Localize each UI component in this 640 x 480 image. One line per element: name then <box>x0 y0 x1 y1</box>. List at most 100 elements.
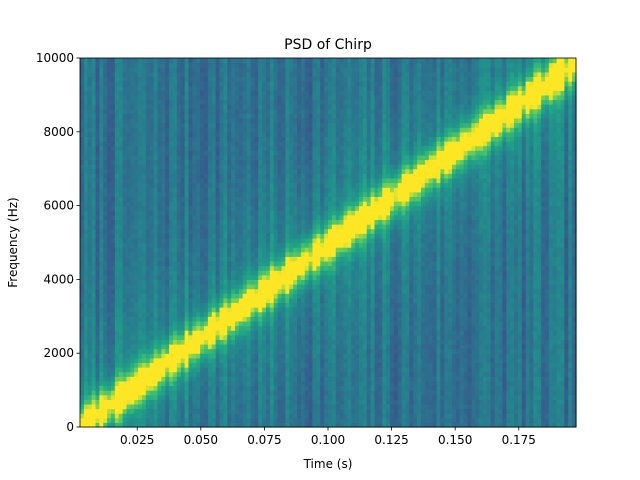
heatmap-cell <box>114 256 120 262</box>
heatmap-cell <box>192 357 197 364</box>
heatmap-cell <box>320 265 325 271</box>
heatmap-cell <box>250 127 255 133</box>
heatmap-cell <box>312 210 317 216</box>
heatmap-cell <box>118 150 124 156</box>
heatmap-cell <box>80 182 85 188</box>
heatmap-cell <box>242 67 248 73</box>
heatmap-cell <box>176 330 182 336</box>
heatmap-cell <box>153 417 159 423</box>
heatmap-cell <box>316 150 321 156</box>
heatmap-cell <box>300 367 306 373</box>
heatmap-cell <box>223 399 228 405</box>
heatmap-cell <box>134 403 139 410</box>
heatmap-cell <box>169 131 174 138</box>
heatmap-cell <box>111 233 116 239</box>
heatmap-cell <box>316 108 321 114</box>
heatmap-cell <box>262 233 267 239</box>
heatmap-cell <box>142 316 147 322</box>
heatmap-cell <box>103 62 108 68</box>
heatmap-cell <box>300 90 306 96</box>
heatmap-cell <box>145 316 151 322</box>
heatmap-cell <box>235 390 240 396</box>
heatmap-cell <box>188 219 193 225</box>
heatmap-cell <box>192 293 197 299</box>
heatmap-cell <box>308 113 314 119</box>
heatmap-cell <box>304 403 310 410</box>
heatmap-cell <box>242 339 248 345</box>
heatmap-cell <box>103 205 108 211</box>
heatmap-cell <box>184 127 190 133</box>
heatmap-cell <box>126 94 131 101</box>
heatmap-cell <box>269 385 275 391</box>
heatmap-cell <box>242 279 248 285</box>
heatmap-cell <box>227 417 232 423</box>
heatmap-cell <box>149 117 155 124</box>
heatmap-cell <box>107 85 112 91</box>
heatmap-cell <box>91 385 97 391</box>
heatmap-cell <box>254 422 259 428</box>
heatmap-cell <box>246 224 252 230</box>
heatmap-cell <box>312 330 317 336</box>
heatmap-cell <box>231 320 236 327</box>
heatmap-cell <box>145 334 151 340</box>
heatmap-cell <box>211 219 217 225</box>
heatmap-cell <box>262 99 267 105</box>
heatmap-cell <box>180 256 186 262</box>
heatmap-cell <box>215 279 221 285</box>
heatmap-cell <box>231 154 236 161</box>
heatmap-cell <box>304 145 310 151</box>
heatmap-cell <box>134 247 139 253</box>
heatmap-cell <box>316 81 321 87</box>
heatmap-cell <box>273 164 279 170</box>
heatmap-cell <box>242 90 248 96</box>
heatmap-cell <box>215 122 221 128</box>
heatmap-cell <box>114 279 120 285</box>
heatmap-cell <box>188 256 193 262</box>
heatmap-cell <box>300 219 306 225</box>
heatmap-cell <box>192 233 197 239</box>
heatmap-cell <box>207 196 213 202</box>
heatmap-cell <box>173 104 178 110</box>
heatmap-cell <box>285 362 290 368</box>
heatmap-cell <box>91 371 97 377</box>
heatmap-cell <box>250 320 255 327</box>
heatmap-cell <box>83 237 89 244</box>
heatmap-cell <box>238 196 244 202</box>
heatmap-cell <box>99 173 104 179</box>
heatmap-cell <box>304 71 310 78</box>
heatmap-cell <box>99 81 104 87</box>
heatmap-cell <box>134 173 139 179</box>
heatmap-cell <box>126 265 131 271</box>
heatmap-cell <box>304 316 310 322</box>
heatmap-cell <box>149 307 155 313</box>
heatmap-cell <box>204 288 209 294</box>
heatmap-cell <box>242 330 248 336</box>
heatmap-cell <box>149 376 155 382</box>
heatmap-cell <box>122 104 128 110</box>
heatmap-cell <box>138 394 143 400</box>
heatmap-cell <box>107 81 112 87</box>
heatmap-cell <box>204 150 209 156</box>
heatmap-cell <box>262 408 267 414</box>
heatmap-cell <box>277 316 283 322</box>
heatmap-cell <box>126 325 131 331</box>
heatmap-cell <box>134 94 139 101</box>
heatmap-cell <box>219 205 224 211</box>
heatmap-cell <box>87 307 93 313</box>
heatmap-cell <box>297 214 302 221</box>
heatmap-cell <box>238 408 244 414</box>
heatmap-cell <box>134 85 139 91</box>
heatmap-cell <box>126 380 131 387</box>
heatmap-cell <box>242 348 248 354</box>
heatmap-cell <box>223 173 228 179</box>
heatmap-cell <box>289 127 294 133</box>
heatmap-cell <box>204 94 209 101</box>
heatmap-cell <box>207 353 213 359</box>
heatmap-cell <box>188 284 193 290</box>
heatmap-cell <box>91 297 97 304</box>
heatmap-cell <box>211 408 217 414</box>
heatmap-cell <box>196 187 201 193</box>
heatmap-cell <box>277 251 283 257</box>
heatmap-cell <box>242 85 248 91</box>
heatmap-cell <box>130 76 135 82</box>
